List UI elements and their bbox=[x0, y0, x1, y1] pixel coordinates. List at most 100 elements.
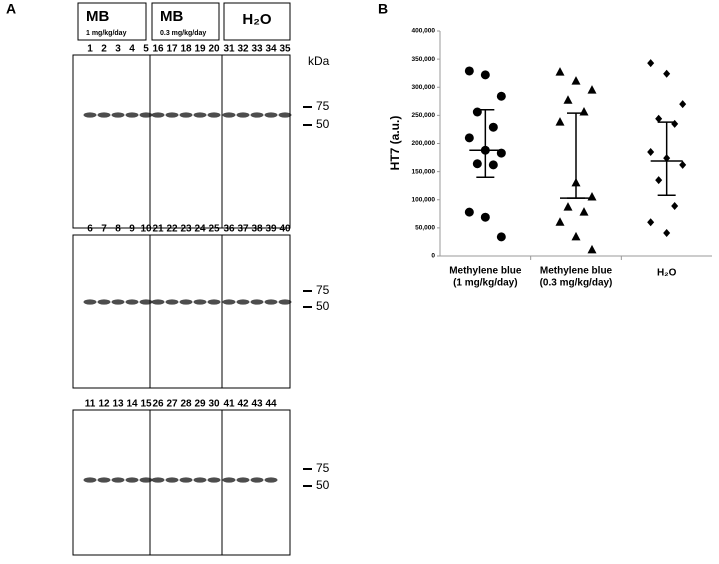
lane-number: 41 bbox=[223, 399, 235, 410]
data-point bbox=[480, 212, 490, 222]
lane-number: 5 bbox=[143, 44, 149, 55]
band bbox=[179, 477, 193, 483]
lane-number: 25 bbox=[208, 224, 220, 235]
y-tick-label: 200,000 bbox=[412, 140, 436, 147]
data-point bbox=[464, 66, 474, 76]
data-point bbox=[488, 160, 498, 170]
data-point bbox=[563, 95, 573, 104]
lane-number: 2 bbox=[101, 44, 107, 55]
band bbox=[207, 477, 221, 483]
lane-number: 19 bbox=[194, 44, 206, 55]
data-point bbox=[555, 67, 565, 76]
band bbox=[236, 477, 250, 483]
y-tick-label: 100,000 bbox=[412, 196, 436, 203]
band bbox=[193, 299, 207, 305]
x-tick-label: (1 mg/kg/day) bbox=[453, 278, 517, 289]
data-point bbox=[472, 159, 482, 169]
lane-number: 7 bbox=[101, 224, 107, 235]
x-tick-label: H₂O bbox=[657, 268, 677, 279]
band bbox=[151, 112, 165, 118]
band bbox=[264, 299, 278, 305]
blot bbox=[72, 234, 291, 389]
data-point bbox=[563, 202, 573, 211]
band bbox=[125, 299, 139, 305]
lane-number: 26 bbox=[152, 399, 164, 410]
band bbox=[250, 112, 264, 118]
band bbox=[97, 477, 111, 483]
band bbox=[125, 112, 139, 118]
data-point bbox=[679, 160, 687, 169]
group-header-box bbox=[151, 2, 220, 41]
band bbox=[83, 299, 97, 305]
band bbox=[207, 299, 221, 305]
band bbox=[151, 299, 165, 305]
lane-number: 15 bbox=[140, 399, 152, 410]
x-tick-label: Methylene blue bbox=[449, 266, 522, 277]
band bbox=[179, 299, 193, 305]
x-tick-label: Methylene blue bbox=[540, 266, 613, 277]
lane-number: 21 bbox=[152, 224, 164, 235]
data-point bbox=[496, 232, 506, 242]
lane-number: 40 bbox=[279, 224, 291, 235]
data-point bbox=[579, 207, 589, 216]
band bbox=[97, 112, 111, 118]
band bbox=[125, 477, 139, 483]
lane-number: 8 bbox=[115, 224, 121, 235]
lane-number: 23 bbox=[180, 224, 192, 235]
data-point bbox=[480, 70, 490, 80]
lane-number: 12 bbox=[98, 399, 110, 410]
band bbox=[222, 477, 236, 483]
data-point bbox=[555, 117, 565, 126]
y-tick-label: 250,000 bbox=[412, 112, 436, 119]
band bbox=[139, 112, 153, 118]
band bbox=[207, 112, 221, 118]
band bbox=[278, 299, 292, 305]
lane-number: 38 bbox=[251, 224, 263, 235]
band bbox=[236, 112, 250, 118]
data-point bbox=[496, 148, 506, 158]
lane-number: 20 bbox=[208, 44, 220, 55]
lane-number: 42 bbox=[237, 399, 249, 410]
lane-number: 9 bbox=[129, 224, 135, 235]
data-point bbox=[555, 217, 565, 226]
group-subtitle: 0.3 mg/kg/day bbox=[160, 30, 206, 37]
group-title: MB bbox=[86, 8, 109, 25]
panel-label: B bbox=[378, 1, 388, 17]
band bbox=[250, 477, 264, 483]
data-point bbox=[679, 100, 687, 109]
band bbox=[97, 299, 111, 305]
data-point bbox=[480, 145, 490, 155]
data-point bbox=[671, 119, 679, 128]
data-point bbox=[655, 114, 663, 123]
data-point bbox=[571, 177, 581, 187]
data-point bbox=[579, 107, 589, 116]
band bbox=[83, 112, 97, 118]
band bbox=[264, 112, 278, 118]
marker-label: 50 bbox=[316, 299, 330, 313]
data-point bbox=[663, 154, 671, 163]
lane-number: 3 bbox=[115, 44, 121, 55]
band bbox=[165, 112, 179, 118]
band bbox=[151, 477, 165, 483]
band bbox=[222, 299, 236, 305]
blot bbox=[72, 54, 291, 229]
data-point bbox=[655, 176, 663, 185]
lane-number: 30 bbox=[208, 399, 220, 410]
lane-number: 1 bbox=[87, 44, 93, 55]
data-point bbox=[488, 122, 498, 132]
lane-number: 6 bbox=[87, 224, 93, 235]
data-point bbox=[663, 69, 671, 78]
lane-number: 44 bbox=[265, 399, 277, 410]
lane-number: 29 bbox=[194, 399, 206, 410]
band bbox=[165, 477, 179, 483]
data-point bbox=[647, 218, 655, 227]
lane-number: 16 bbox=[152, 44, 164, 55]
band bbox=[250, 299, 264, 305]
y-tick-label: 300,000 bbox=[412, 84, 436, 91]
lane-number: 43 bbox=[251, 399, 263, 410]
data-point bbox=[464, 133, 474, 143]
band bbox=[139, 299, 153, 305]
lane-number: 27 bbox=[166, 399, 178, 410]
data-point bbox=[587, 191, 597, 201]
lane-number: 11 bbox=[85, 399, 96, 410]
